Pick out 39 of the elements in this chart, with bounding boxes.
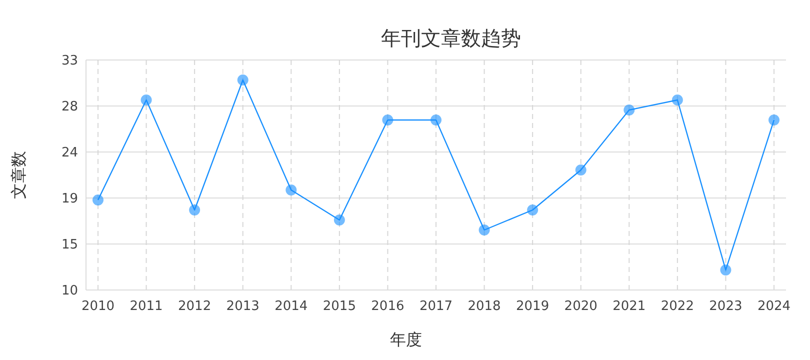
point: [720, 264, 732, 276]
point: [286, 184, 297, 196]
x-tick-label: 2014: [274, 299, 308, 314]
point: [478, 224, 490, 236]
point: [334, 214, 345, 226]
point: [382, 114, 394, 126]
x-tick-label: 2024: [757, 299, 791, 314]
chart-title: 年刊文章数趋势: [381, 26, 521, 50]
x-tick-label: 2023: [709, 299, 742, 314]
point: [575, 164, 586, 176]
point: [430, 114, 442, 126]
x-axis-title: 年度: [390, 330, 422, 349]
y-tick-label: 33: [61, 54, 78, 68]
x-tick-label: 2012: [178, 299, 212, 314]
y-tick-label: 10: [61, 284, 78, 298]
x-tick-label: 2018: [468, 299, 501, 314]
point: [672, 94, 683, 106]
x-tick-label: 2016: [371, 299, 404, 314]
y-tick-label: 24: [61, 146, 78, 160]
x-tick-label: 2017: [419, 299, 453, 314]
x-tick-label: 2015: [322, 299, 356, 314]
x-tick-label: 2010: [81, 299, 115, 314]
point: [768, 114, 780, 126]
y-tick-label: 19: [61, 192, 78, 206]
point: [527, 204, 538, 216]
point: [189, 204, 200, 216]
point: [92, 194, 104, 206]
x-tick-label: 2022: [660, 299, 694, 314]
point: [624, 104, 635, 116]
y-tick-label: 28: [61, 100, 78, 114]
x-tick-label: 2013: [226, 299, 260, 314]
y-tick-label: 15: [61, 238, 78, 252]
x-tick-label: 2019: [516, 299, 550, 314]
point: [237, 74, 248, 86]
x-tick-label: 2021: [612, 299, 646, 314]
point: [140, 94, 152, 106]
y-axis-title: 文章数: [9, 151, 28, 199]
x-tick-label: 2020: [564, 299, 598, 314]
x-tick-label: 2011: [130, 299, 163, 314]
